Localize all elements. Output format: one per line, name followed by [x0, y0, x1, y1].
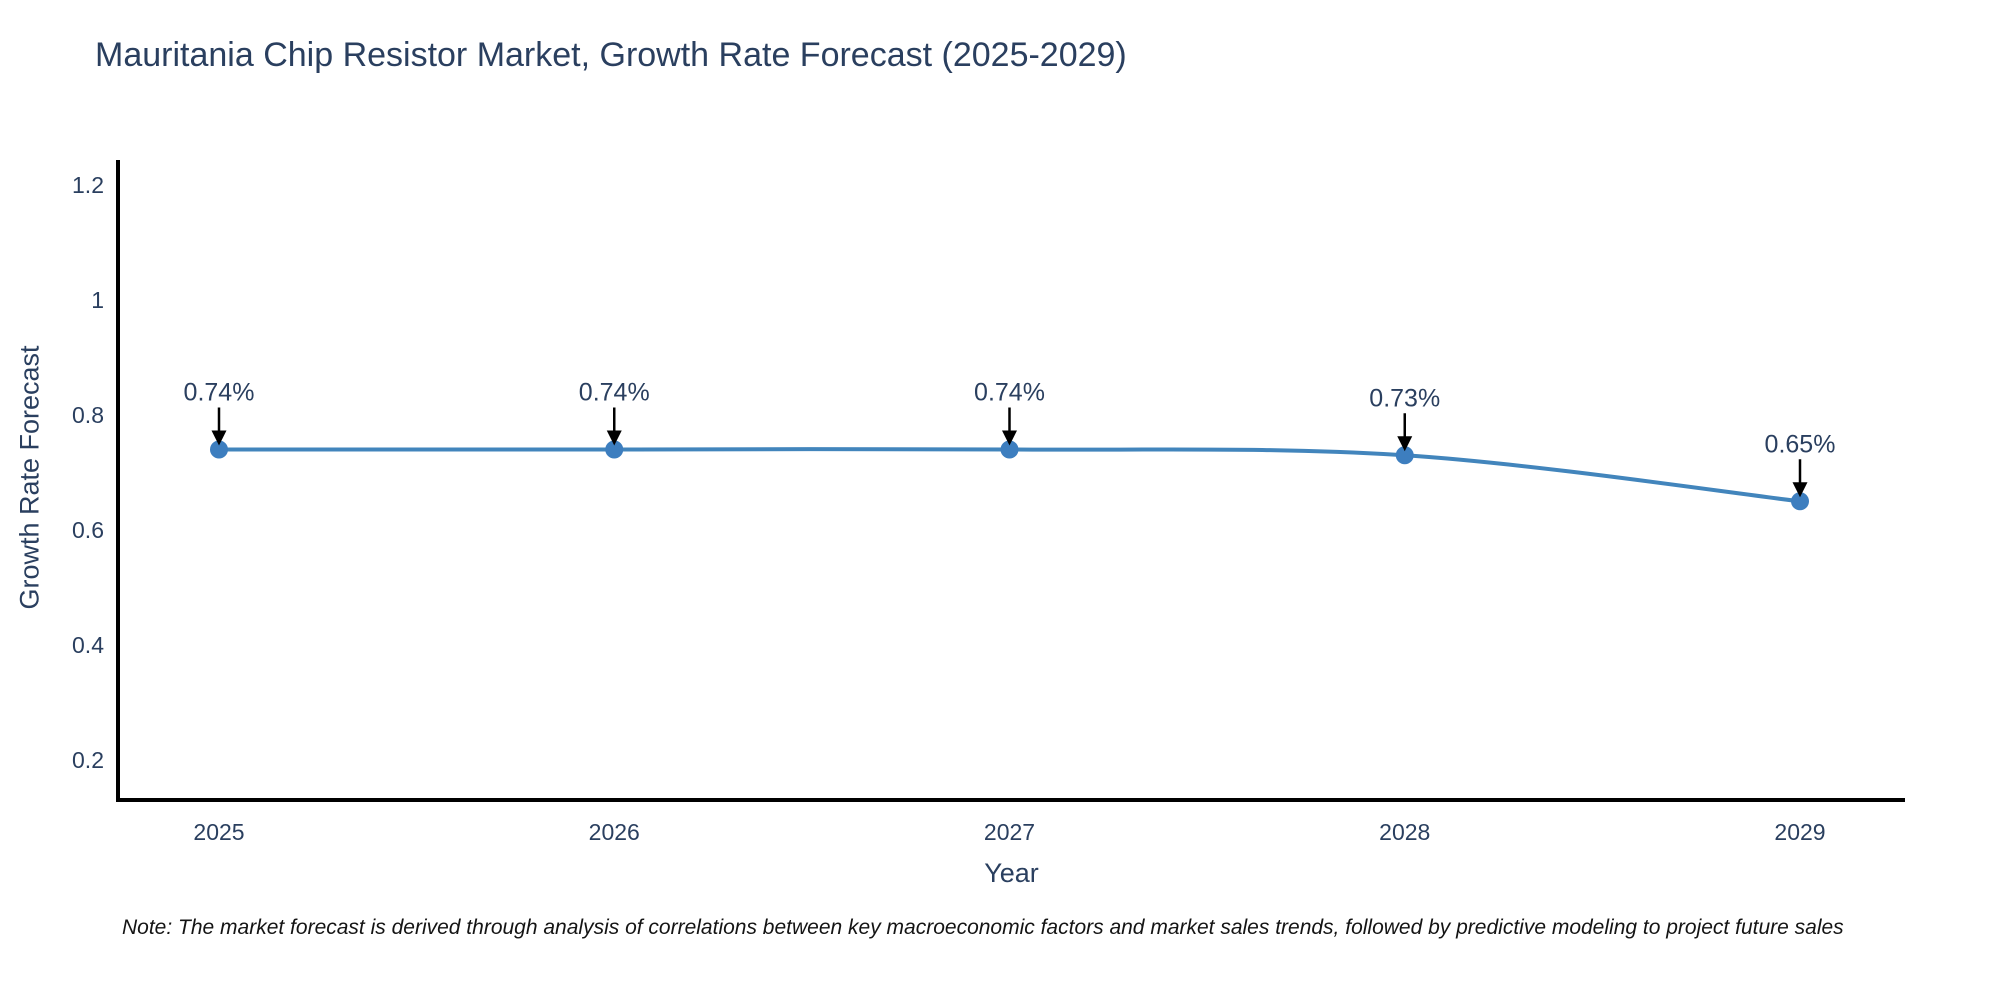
y-tick-label: 1.2: [72, 172, 104, 198]
y-tick-label: 0.8: [72, 402, 104, 428]
annotation-arrowhead: [606, 430, 622, 446]
annotation-arrowhead: [1002, 430, 1017, 446]
y-axis-title: Growth Rate Forecast: [14, 345, 45, 610]
y-tick-label: 0.4: [72, 632, 104, 658]
y-tick-label: 0.6: [72, 517, 104, 543]
data-point-marker: [1000, 440, 1019, 459]
data-point-marker: [210, 440, 228, 459]
annotation-label: 0.73%: [1369, 384, 1440, 412]
x-tick-label: 2028: [1379, 819, 1430, 845]
annotation-arrowhead: [1792, 482, 1808, 498]
y-tick-label: 1: [91, 287, 104, 313]
x-tick-label: 2029: [1774, 819, 1825, 845]
annotation-label: 0.74%: [579, 379, 650, 407]
x-tick-label: 2025: [193, 819, 244, 845]
annotation-label: 0.74%: [184, 379, 255, 407]
note-text: Note: The market forecast is derived thr…: [122, 916, 1844, 939]
annotation-label: 0.65%: [1765, 430, 1836, 458]
annotation-arrowhead: [211, 430, 227, 446]
data-point-marker: [1395, 446, 1414, 465]
chart-title: Mauritania Chip Resistor Market, Growth …: [95, 36, 1127, 74]
annotation-arrowhead: [1397, 436, 1413, 452]
x-tick-label: 2026: [589, 819, 640, 845]
data-point-marker: [1791, 492, 1809, 511]
data-point-marker: [605, 440, 624, 459]
annotation-label: 0.74%: [974, 379, 1045, 407]
y-tick-label: 0.2: [72, 747, 104, 773]
x-axis-title: Year: [984, 858, 1039, 888]
x-tick-label: 2027: [984, 819, 1035, 845]
